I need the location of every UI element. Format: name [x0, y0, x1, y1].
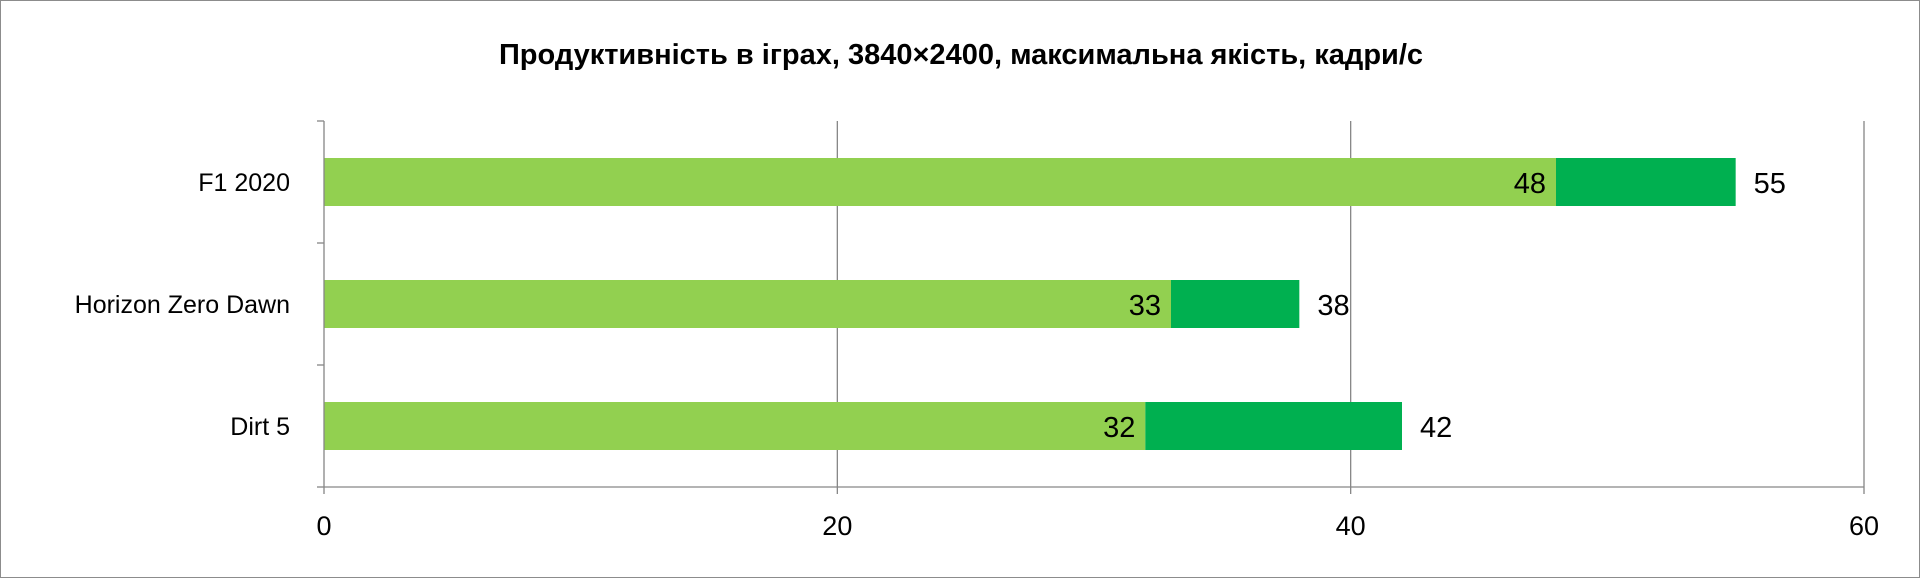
category-label: F1 2020 — [198, 169, 290, 197]
bar-segment-increment — [1556, 158, 1736, 206]
category-label: Dirt 5 — [230, 413, 290, 441]
data-label-base: 48 — [1514, 168, 1546, 200]
bar-segment-base — [324, 402, 1146, 450]
bar-segment-base — [324, 158, 1556, 206]
bar-segment-increment — [1171, 280, 1300, 328]
bars — [324, 158, 1736, 450]
bar-segment-increment — [1145, 402, 1402, 450]
chart-title: Продуктивність в іграх, 3840×2400, макси… — [499, 39, 1423, 71]
bar-segment-base — [324, 280, 1171, 328]
data-label-total: 38 — [1317, 290, 1349, 322]
axes — [317, 120, 1865, 494]
x-tick-label: 20 — [822, 511, 852, 541]
data-label-total: 55 — [1754, 168, 1786, 200]
x-tick-label: 0 — [316, 511, 331, 541]
data-label-base: 33 — [1129, 290, 1161, 322]
data-label-base: 32 — [1103, 412, 1135, 444]
x-tick-label: 40 — [1336, 511, 1366, 541]
category-label: Horizon Zero Dawn — [75, 291, 290, 319]
data-label-total: 42 — [1420, 412, 1452, 444]
labels: 0 20 40 60 F1 2020 48 55 Horizon Zero Dawn 33 38 D… — [75, 168, 1879, 541]
x-tick-label: 60 — [1849, 511, 1879, 541]
